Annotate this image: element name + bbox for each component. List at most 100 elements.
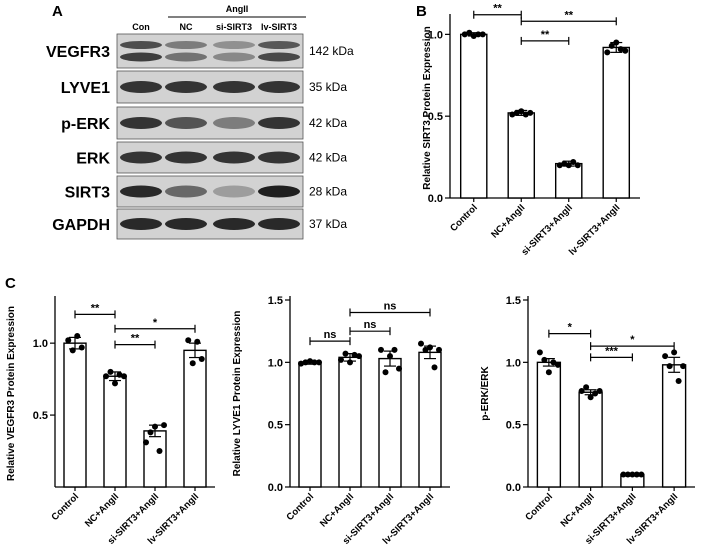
- y-tick-label: 0.5: [33, 410, 48, 422]
- bar: [507, 112, 536, 199]
- data-point: [121, 373, 127, 380]
- x-tick-label: Control: [523, 491, 555, 523]
- y-tick-label: 1.5: [268, 295, 283, 307]
- data-point: [565, 162, 572, 169]
- blot-band: [213, 185, 255, 198]
- blot-strip: [116, 33, 304, 69]
- x-tick-label: NC+AngII: [318, 491, 356, 529]
- sig-label: ns: [324, 329, 337, 341]
- data-point: [78, 344, 85, 351]
- data-point: [391, 346, 398, 353]
- data-point: [554, 361, 561, 368]
- data-point: [356, 353, 362, 360]
- data-point: [613, 39, 620, 46]
- data-point: [103, 373, 109, 380]
- sig-label: **: [493, 3, 502, 15]
- data-point: [302, 359, 309, 366]
- blot-band: [165, 218, 207, 230]
- blot-band: [258, 218, 300, 230]
- data-point: [617, 46, 624, 53]
- sig-label: **: [564, 9, 573, 21]
- y-axis-label: Relative VEGFR3 Protein Expression: [6, 306, 17, 481]
- blot-protein-label: LYVE1: [61, 80, 110, 97]
- y-tick-label: 0.5: [428, 111, 443, 123]
- data-point: [578, 388, 585, 395]
- blot-band: [258, 151, 300, 164]
- chart-vegfr3: 0.5 1.0 Relative VEGFR3 Protein Expression…: [6, 296, 215, 547]
- blot-band: [258, 52, 300, 62]
- data-point: [422, 346, 429, 353]
- bar: [602, 46, 631, 199]
- data-point: [624, 471, 631, 478]
- data-point: [466, 29, 473, 36]
- blot-band: [165, 185, 207, 198]
- data-point: [378, 346, 384, 353]
- blot-protein-label: SIRT3: [65, 185, 110, 202]
- blot-band: [258, 81, 300, 93]
- data-point: [185, 337, 192, 344]
- y-tick-label: 1.5: [506, 295, 521, 307]
- blot-protein-label: VEGFR3: [46, 44, 110, 61]
- y-tick-label: 1.0: [33, 338, 48, 350]
- data-point: [470, 33, 477, 39]
- data-point: [550, 359, 557, 366]
- bar: [459, 33, 488, 199]
- data-point: [680, 363, 687, 370]
- data-point: [662, 353, 669, 360]
- chart-lyve1: 0.0 0.5 1.0 1.5 Relative LYVE1 Protein Expre…: [232, 295, 450, 547]
- bar: [298, 361, 322, 488]
- panel-letter-a: A: [52, 3, 63, 20]
- data-point: [189, 360, 196, 367]
- blot-protein-label: p-ERK: [61, 116, 110, 133]
- blot-size-label: 28 kDa: [309, 185, 347, 199]
- data-point: [387, 353, 393, 360]
- data-point: [347, 359, 353, 366]
- lane-label: si-SIRT3: [216, 22, 252, 32]
- data-point: [541, 356, 548, 363]
- data-point: [596, 388, 603, 395]
- data-point: [522, 111, 529, 118]
- blot-band-upper: [258, 41, 300, 49]
- y-axis-label: p-ERK/ERK: [480, 366, 491, 421]
- data-point: [587, 394, 594, 401]
- blot-band: [165, 151, 207, 164]
- data-point: [436, 346, 442, 353]
- data-point: [556, 162, 563, 169]
- y-axis-label: Relative LYVE1 Protein Expression: [232, 311, 243, 477]
- y-tick-label: 1.0: [428, 29, 443, 41]
- blot-band: [213, 81, 255, 93]
- data-point: [629, 471, 636, 478]
- sig-label: **: [91, 302, 100, 314]
- x-tick-label: NC+AngII: [559, 491, 597, 529]
- bar: [554, 162, 583, 199]
- blot-band: [165, 117, 207, 129]
- bar: [536, 361, 562, 488]
- y-tick-label: 1.0: [506, 357, 521, 369]
- bar: [63, 342, 87, 488]
- y-tick-label: 1.0: [268, 357, 283, 369]
- data-point: [431, 364, 438, 371]
- bar: [578, 391, 603, 488]
- data-point: [545, 369, 552, 376]
- data-point: [592, 390, 599, 397]
- data-point: [638, 471, 645, 478]
- data-point: [604, 49, 611, 56]
- data-point: [671, 349, 678, 356]
- blot-band: [165, 52, 207, 62]
- x-tick-label: NC+AngII: [489, 202, 527, 240]
- data-point: [156, 448, 163, 455]
- data-point: [574, 162, 581, 169]
- blot-protein-label: ERK: [76, 151, 110, 168]
- blot-band: [258, 185, 300, 198]
- blot-band: [165, 81, 207, 93]
- blot-band: [213, 151, 255, 164]
- lane-label: lv-SIRT3: [261, 22, 297, 32]
- blot-protein-label: GAPDH: [52, 217, 110, 234]
- data-point: [311, 359, 318, 366]
- data-point: [152, 423, 158, 430]
- blot-size-label: 37 kDa: [309, 217, 347, 231]
- lane-label: NC: [180, 22, 193, 32]
